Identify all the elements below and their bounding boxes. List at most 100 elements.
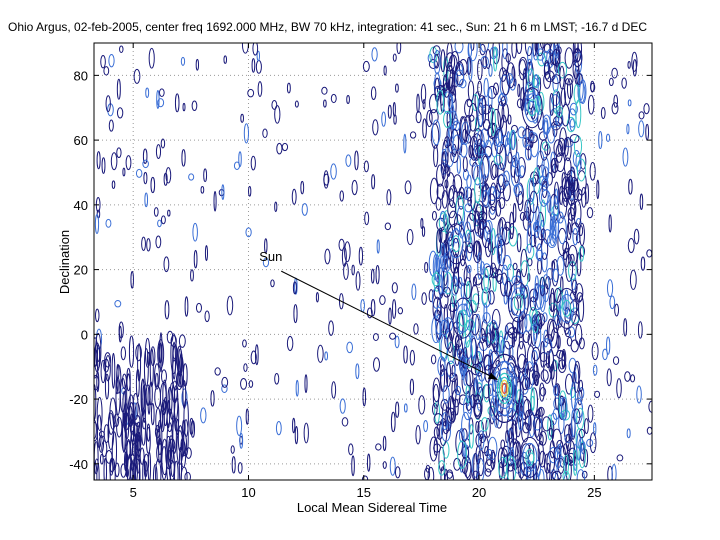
contour-line: [464, 320, 471, 348]
contour-line: [466, 56, 472, 75]
contour-line: [143, 453, 150, 472]
contour-line: [111, 352, 116, 389]
contour-line: [543, 453, 551, 474]
contour-line: [214, 367, 221, 376]
contour-line: [436, 84, 446, 96]
contour-line: [145, 87, 150, 99]
contour-line: [254, 344, 259, 366]
contour-line: [286, 335, 294, 352]
contour-line: [171, 380, 178, 404]
contour-line: [530, 395, 535, 410]
contour-line: [556, 287, 578, 329]
contour-line: [134, 434, 138, 465]
contour-line: [564, 424, 571, 443]
contour-line: [480, 417, 489, 432]
contour-line: [160, 215, 166, 225]
contour-line: [591, 342, 599, 361]
contour-line: [454, 43, 464, 54]
contour-line: [479, 433, 486, 443]
contour-line: [524, 199, 532, 221]
contour-line: [557, 443, 562, 455]
contour-line: [460, 355, 470, 369]
contour-line: [95, 308, 100, 323]
contour-line: [403, 133, 407, 154]
contour-line: [464, 114, 472, 135]
contour-line: [450, 128, 459, 155]
contour-line: [248, 380, 254, 388]
contour-line: [474, 362, 484, 377]
contour-line: [498, 197, 506, 209]
contour-line: [142, 148, 148, 164]
contour-line: [181, 149, 186, 167]
contour-line: [438, 212, 449, 232]
contour-line: [522, 330, 530, 343]
contour-line: [125, 155, 132, 171]
plot-area: 5 10 15 20 25 -40 -20 0 20 40 60 80: [69, 42, 653, 500]
contour-line: [119, 45, 124, 54]
contour-line: [550, 471, 559, 480]
contour-line: [540, 369, 549, 382]
contour-line: [371, 174, 376, 190]
contour-line: [520, 395, 530, 421]
contour-line: [469, 384, 476, 408]
contour-line: [448, 302, 458, 313]
contour-line: [578, 295, 585, 323]
contour-line: [628, 178, 633, 195]
contour-line: [499, 143, 507, 171]
contour-line: [436, 229, 442, 254]
contour-line: [500, 379, 509, 397]
contour-line: [275, 420, 282, 436]
contour-line: [481, 288, 488, 305]
contour-line: [598, 130, 603, 150]
contour-line: [578, 438, 585, 452]
contour-line: [323, 99, 327, 108]
contour-line: [150, 176, 156, 194]
contour-line: [611, 463, 617, 480]
contour-line: [569, 202, 577, 217]
contour-line: [150, 402, 155, 426]
contour-line: [439, 319, 449, 336]
contour-line: [144, 337, 151, 368]
contour-line: [160, 138, 166, 149]
contour-line: [478, 160, 485, 187]
contour-line: [107, 412, 115, 451]
contour-line: [586, 207, 594, 219]
contour-line: [511, 129, 516, 151]
contour-line: [445, 52, 456, 72]
contour-line: [541, 416, 552, 432]
contour-line: [475, 145, 485, 159]
contour-line: [490, 160, 497, 181]
contour-line: [483, 302, 488, 322]
contour-line: [483, 383, 491, 403]
contour-line: [480, 152, 490, 179]
contour-line: [565, 176, 570, 196]
contour-line: [510, 287, 526, 317]
contour-line: [204, 245, 208, 262]
contour-line: [571, 409, 576, 438]
contour-line: [409, 131, 417, 139]
contour-line: [189, 417, 194, 436]
contour-line: [538, 319, 543, 330]
contour-line: [497, 238, 506, 267]
contour-line: [539, 382, 545, 402]
contour-line: [540, 189, 551, 205]
contour-line: [157, 98, 165, 108]
contour-line: [436, 164, 445, 187]
contour-line: [96, 151, 101, 170]
contour-line: [477, 59, 483, 81]
contour-line: [447, 200, 457, 219]
contour-line: [529, 234, 537, 248]
contour-line: [526, 225, 533, 254]
contour-line: [562, 470, 570, 480]
contour-line: [612, 356, 620, 365]
contour-line: [496, 174, 506, 194]
contour-line: [147, 385, 151, 415]
contour-line: [496, 237, 503, 265]
contour-line: [105, 449, 113, 464]
contour-line: [389, 332, 397, 340]
contour-line: [512, 202, 517, 223]
contour-line: [541, 141, 550, 151]
contour-line: [159, 332, 163, 373]
contour-line: [496, 372, 513, 404]
contour-line: [165, 167, 172, 184]
